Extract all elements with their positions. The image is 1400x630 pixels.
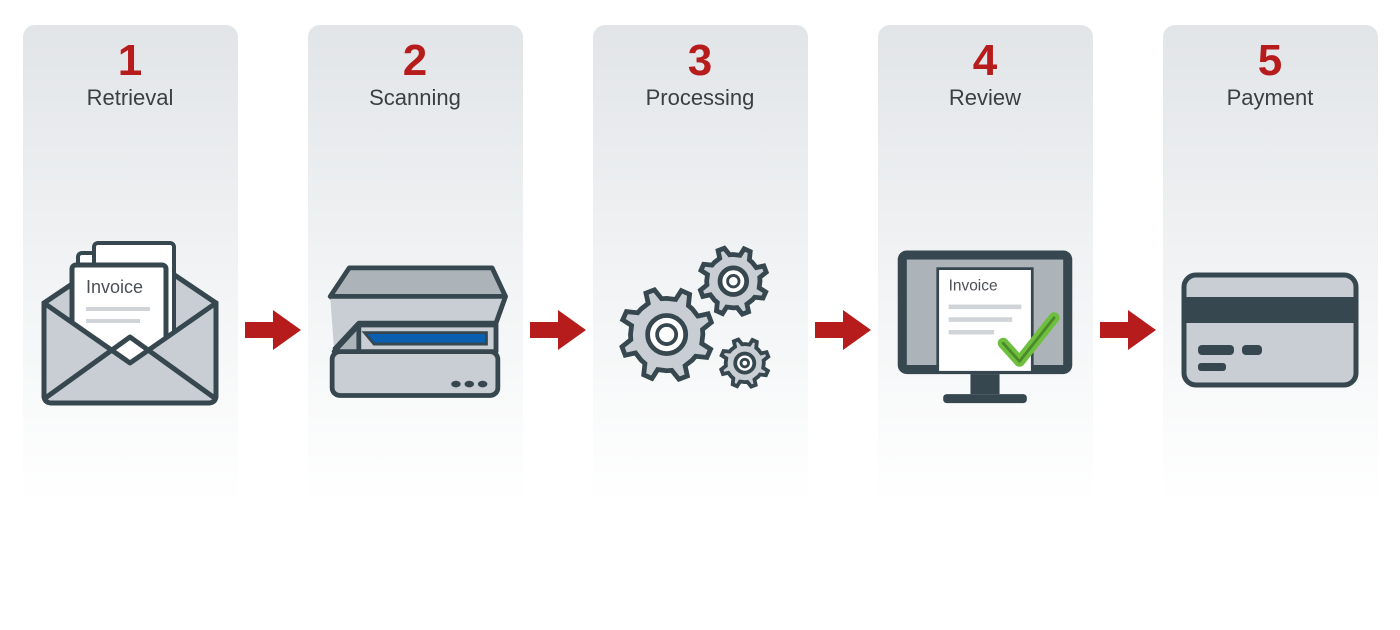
scanner-icon <box>315 225 515 425</box>
step-number: 4 <box>973 39 997 83</box>
step-number: 1 <box>118 39 142 83</box>
arrow-icon <box>245 308 301 352</box>
step-payment: 5 Payment <box>1163 25 1378 505</box>
svg-text:Invoice: Invoice <box>949 277 998 294</box>
step-scanning: 2 Scanning <box>308 25 523 505</box>
step-label: Review <box>949 85 1021 111</box>
step-number: 3 <box>688 39 712 83</box>
step-label: Scanning <box>369 85 461 111</box>
step-number: 5 <box>1258 39 1282 83</box>
svg-text:Invoice: Invoice <box>86 277 143 297</box>
step-icon-wrap <box>1170 225 1370 425</box>
step-label: Payment <box>1227 85 1314 111</box>
arrow-icon <box>1100 308 1156 352</box>
flow-arrow <box>1093 25 1163 505</box>
arrow-icon <box>815 308 871 352</box>
step-icon-wrap <box>600 225 800 425</box>
gears-icon <box>600 225 800 425</box>
step-retrieval: 1 Retrieval Invoice <box>23 25 238 505</box>
step-label: Retrieval <box>87 85 174 111</box>
step-icon-wrap: Invoice <box>30 225 230 425</box>
flow-arrow <box>238 25 308 505</box>
arrow-icon <box>530 308 586 352</box>
step-icon-wrap <box>315 225 515 425</box>
step-icon-wrap: Invoice <box>885 225 1085 425</box>
process-flow: 1 Retrieval Invoice 2 Scanning 3 Process… <box>23 25 1378 505</box>
flow-arrow <box>808 25 878 505</box>
step-number: 2 <box>403 39 427 83</box>
envelope-icon: Invoice <box>30 225 230 425</box>
flow-arrow <box>523 25 593 505</box>
step-review: 4 Review Invoice <box>878 25 1093 505</box>
step-label: Processing <box>646 85 755 111</box>
monitor-icon: Invoice <box>885 225 1085 425</box>
credit-card-icon <box>1170 225 1370 425</box>
step-processing: 3 Processing <box>593 25 808 505</box>
